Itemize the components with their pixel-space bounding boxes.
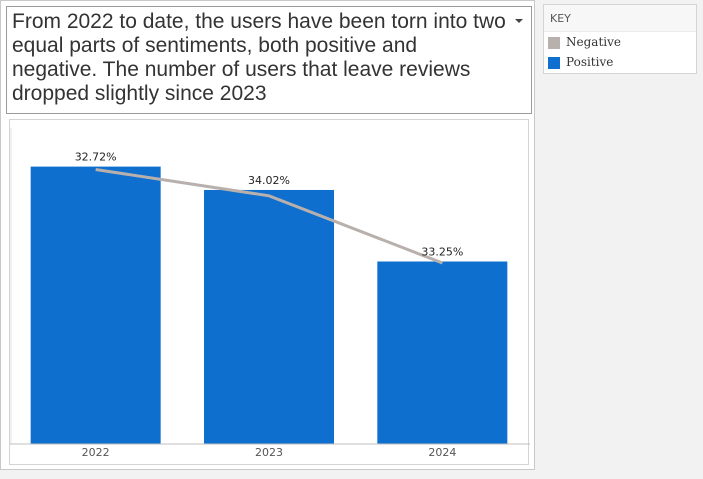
bar-positive-2024[interactable]: [377, 261, 508, 445]
legend-swatch-negative: [548, 37, 560, 49]
data-label-2023: 34.02%: [248, 174, 290, 187]
title-box: From 2022 to date, the users have been t…: [6, 6, 532, 114]
legend-swatch-positive: [548, 57, 560, 69]
legend-label-positive: Positive: [566, 55, 614, 69]
x-tick-label-2023: 2023: [255, 446, 283, 459]
chart-title: From 2022 to date, the users have been t…: [12, 10, 506, 105]
legend-label-negative: Negative: [566, 35, 621, 49]
chart-area: 32.72% 34.02% 33.25% 2022 2023 2024: [9, 119, 530, 465]
bar-positive-2022[interactable]: [30, 166, 161, 444]
bar-positive-2023[interactable]: [204, 189, 334, 444]
x-tick-label-2024: 2024: [428, 446, 456, 459]
title-dropdown-icon[interactable]: [515, 19, 523, 23]
x-tick-label-2022: 2022: [82, 446, 110, 459]
legend-item-negative[interactable]: Negative: [544, 32, 696, 52]
legend: KEY Negative Positive: [543, 4, 697, 74]
data-label-2024: 33.25%: [421, 246, 463, 259]
line-negative[interactable]: [95, 168, 443, 265]
chart-svg: 32.72% 34.02% 33.25% 2022 2023 2024: [10, 128, 530, 459]
legend-header: KEY: [544, 5, 696, 32]
legend-item-positive[interactable]: Positive: [544, 52, 696, 72]
chart-panel: From 2022 to date, the users have been t…: [0, 0, 535, 470]
data-label-2022: 32.72%: [75, 151, 117, 164]
